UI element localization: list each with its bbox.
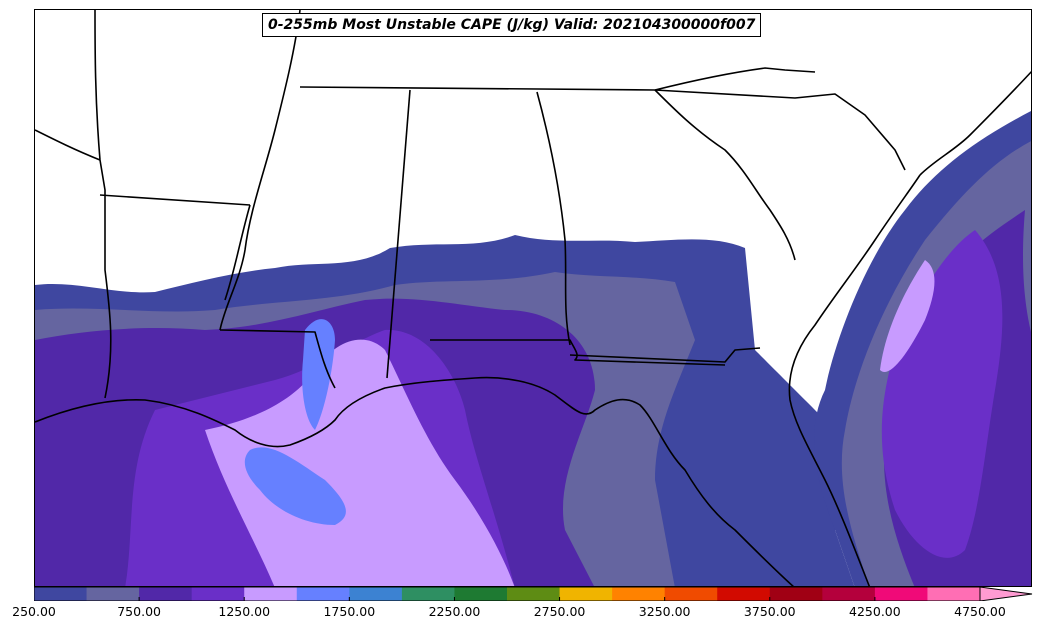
colorbar bbox=[34, 587, 1033, 601]
state-border-al-ga bbox=[536, 91, 571, 346]
gulf-coastline bbox=[35, 376, 794, 586]
state-border-ga-fl bbox=[569, 347, 761, 363]
colorbar-cell bbox=[244, 587, 298, 601]
colorbar-cell bbox=[139, 587, 193, 601]
colorbar-cell bbox=[401, 587, 455, 601]
colorbar-cell bbox=[717, 587, 771, 601]
cape-band-1500-north bbox=[302, 319, 335, 430]
state-border-ar-la bbox=[99, 194, 251, 206]
state-border-ga-sc bbox=[654, 89, 796, 261]
colorbar-extend-arrow bbox=[979, 587, 1033, 601]
colorbar-cells bbox=[34, 587, 1033, 601]
map-title: 0-255mb Most Unstable CAPE (J/kg) Valid:… bbox=[262, 13, 762, 37]
cape-fill-layer bbox=[35, 111, 1031, 586]
colorbar-cell bbox=[349, 587, 403, 601]
colorbar-cell bbox=[507, 587, 561, 601]
colorbar-cell bbox=[86, 587, 140, 601]
colorbar-cell bbox=[927, 587, 981, 601]
cape-band-1250 bbox=[205, 339, 515, 586]
state-border-ms-al bbox=[386, 89, 411, 379]
mississippi-river-border bbox=[224, 204, 251, 301]
state-border-nc-va bbox=[654, 67, 816, 91]
colorbar-cell bbox=[296, 587, 350, 601]
colorbar-cell bbox=[191, 587, 245, 601]
state-border-nc-sc bbox=[654, 89, 906, 171]
florida-east-coast bbox=[788, 174, 921, 586]
boundaries-layer bbox=[35, 10, 1031, 586]
colorbar-tick-label: 250.00 bbox=[12, 604, 56, 619]
colorbar-tick-label: 750.00 bbox=[117, 604, 161, 619]
state-border-ar-top bbox=[35, 129, 101, 161]
colorbar-tick-label: 3750.00 bbox=[743, 604, 796, 619]
colorbar-tick-label: 4750.00 bbox=[954, 604, 1006, 619]
colorbar-tick-label: 2750.00 bbox=[533, 604, 586, 619]
cape-band-1000-east bbox=[881, 230, 1003, 558]
colorbar-cell bbox=[664, 587, 718, 601]
state-border-tx-la bbox=[94, 10, 112, 399]
state-border-la-ms bbox=[219, 329, 336, 389]
colorbar-tick-label: 1250.00 bbox=[218, 604, 271, 619]
colorbar-cell bbox=[822, 587, 876, 601]
colorbar-tick-label: 1750.00 bbox=[323, 604, 376, 619]
colorbar-tick-label: 4250.00 bbox=[849, 604, 901, 619]
cape-map bbox=[35, 10, 1031, 586]
atlantic-coast bbox=[919, 70, 1031, 176]
colorbar-cell bbox=[769, 587, 823, 601]
state-border-ms-west bbox=[219, 10, 301, 331]
colorbar-cell bbox=[874, 587, 928, 601]
state-border-tn bbox=[299, 86, 656, 91]
colorbar-cell bbox=[612, 587, 666, 601]
colorbar-tick-label: 2250.00 bbox=[428, 604, 481, 619]
colorbar-cell bbox=[454, 587, 508, 601]
colorbar-cell bbox=[559, 587, 613, 601]
cape-band-1500 bbox=[244, 447, 346, 525]
state-border-al-fl bbox=[430, 339, 726, 366]
map-panel bbox=[34, 9, 1032, 587]
colorbar-cell bbox=[34, 587, 88, 601]
colorbar-tick-label: 3250.00 bbox=[638, 604, 691, 619]
cape-band-1250-east bbox=[880, 260, 935, 372]
